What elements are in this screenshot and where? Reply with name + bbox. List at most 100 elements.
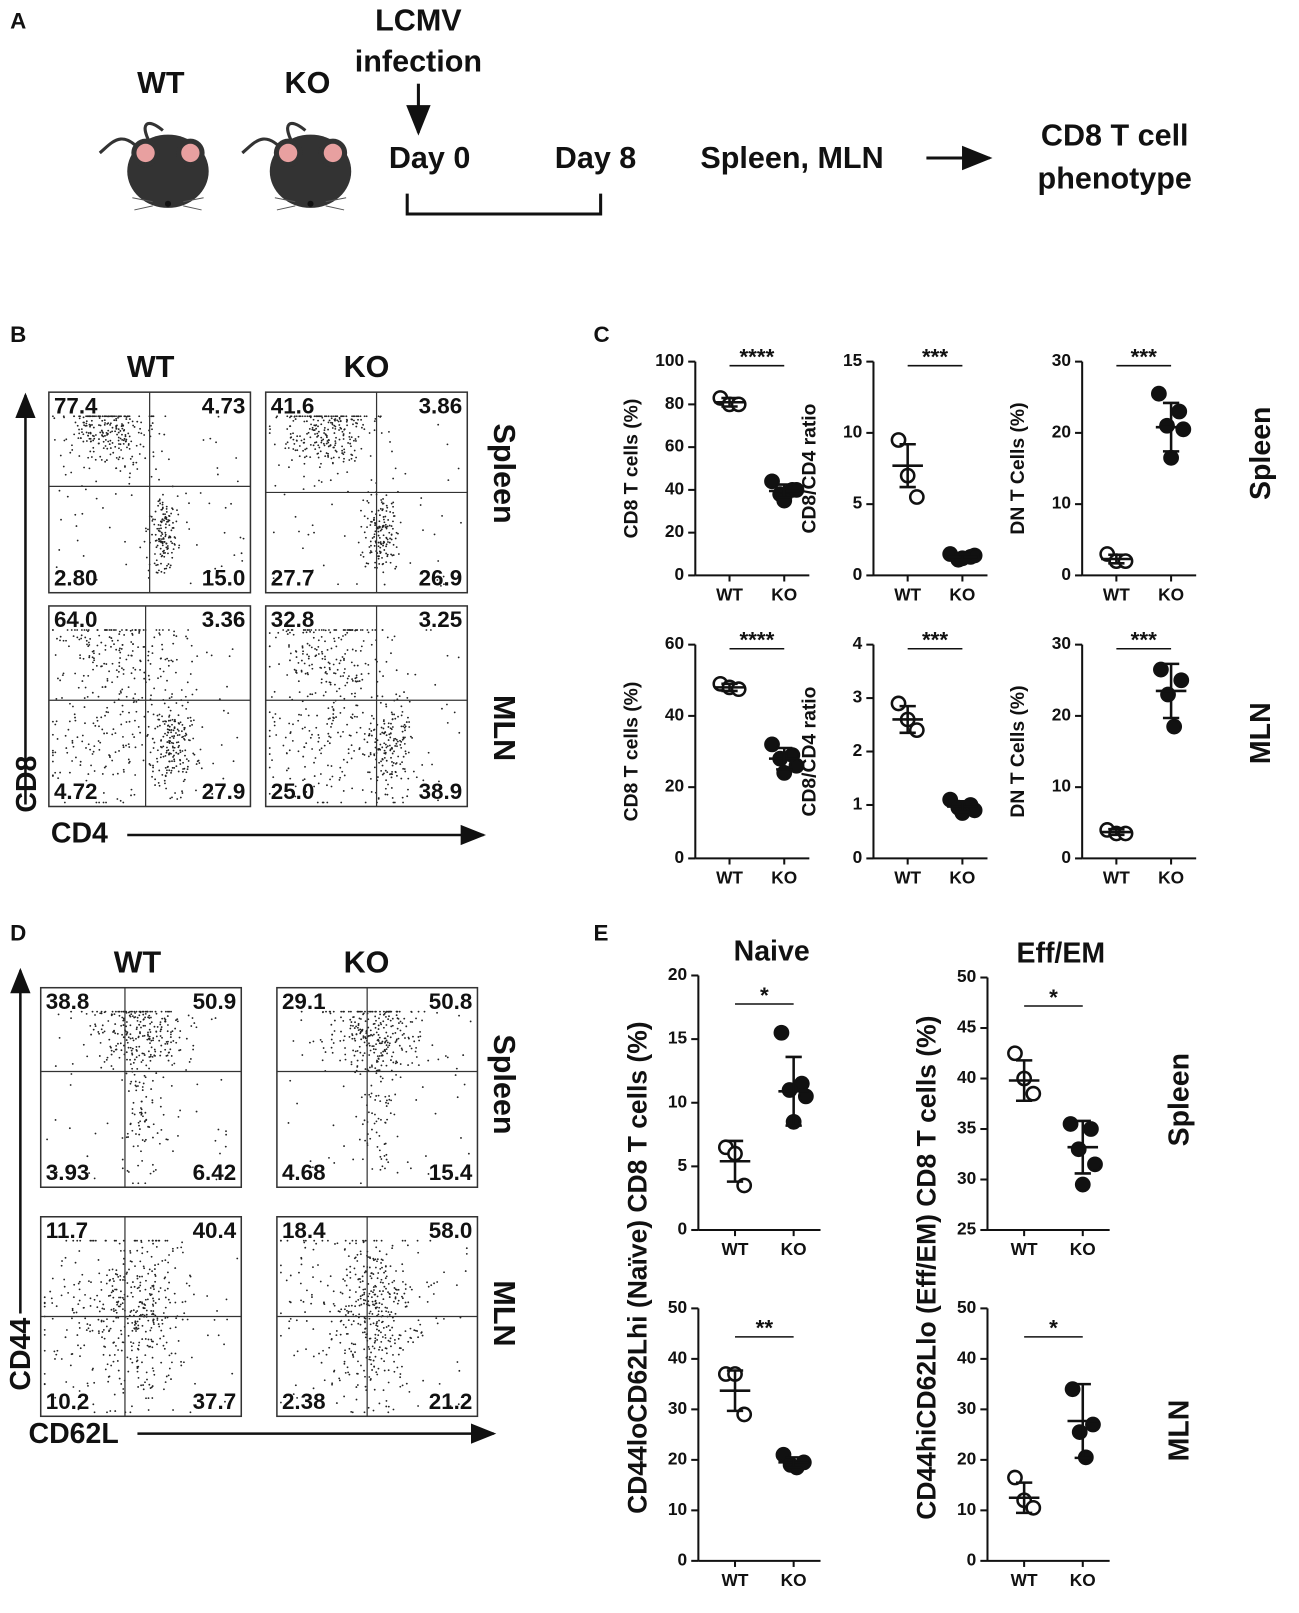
x-tick-label: KO — [781, 1239, 807, 1259]
event-dot — [384, 1306, 387, 1309]
event-dot — [374, 1113, 376, 1116]
event-dot — [122, 746, 125, 749]
quadrant-value: 58.0 — [429, 1218, 473, 1243]
event-dot — [110, 1065, 113, 1067]
event-dot — [186, 765, 189, 768]
event-dot — [384, 1277, 387, 1280]
event-dot — [102, 447, 105, 450]
event-dot — [118, 1242, 121, 1245]
event-dot — [135, 1133, 137, 1135]
event-dot — [162, 550, 164, 553]
x-tick-label: WT — [722, 1570, 749, 1590]
x-tick-label: KO — [771, 584, 797, 604]
event-dot — [74, 513, 77, 516]
event-dot — [86, 1055, 89, 1058]
event-dot — [336, 472, 339, 475]
event-dot — [167, 765, 169, 768]
event-dot — [51, 751, 54, 754]
event-dot — [190, 720, 192, 722]
event-dot — [137, 1182, 140, 1185]
event-dot — [179, 1109, 182, 1112]
event-dot — [63, 1278, 66, 1281]
event-dot — [187, 760, 190, 762]
event-dot — [192, 1048, 195, 1051]
event-dot — [465, 1247, 468, 1250]
event-dot — [168, 1354, 171, 1357]
event-dot — [361, 1275, 364, 1278]
event-dot — [105, 415, 108, 418]
event-dot — [64, 473, 67, 476]
event-dot — [354, 677, 357, 680]
event-dot — [380, 1278, 383, 1281]
event-dot — [330, 457, 333, 460]
y-tick-label: 35 — [957, 1118, 977, 1138]
event-dot — [121, 688, 124, 691]
event-dot — [177, 513, 180, 516]
event-dot — [118, 649, 121, 652]
event-dot — [268, 425, 271, 428]
event-dot — [214, 1139, 217, 1142]
event-dot — [83, 466, 85, 469]
event-dot — [384, 731, 387, 733]
event-dot — [170, 1084, 173, 1087]
significance-label: *** — [922, 344, 948, 369]
event-dot — [231, 648, 234, 651]
event-dot — [209, 437, 212, 440]
event-dot — [378, 747, 381, 750]
event-dot — [369, 753, 372, 756]
event-dot — [354, 1343, 357, 1346]
event-dot — [127, 758, 130, 761]
event-dot — [184, 1300, 187, 1303]
event-dot — [161, 508, 163, 511]
event-dot — [385, 1064, 388, 1067]
significance-label: ** — [756, 1316, 774, 1341]
event-dot — [353, 419, 355, 422]
event-dot — [374, 1299, 377, 1302]
event-dot — [143, 434, 146, 436]
quadrant-value: 64.0 — [54, 607, 98, 632]
event-dot — [372, 1409, 375, 1412]
event-dot — [395, 738, 398, 741]
event-dot — [360, 1018, 362, 1020]
event-dot — [383, 1369, 386, 1372]
event-dot — [342, 758, 345, 761]
event-dot — [90, 1033, 93, 1036]
y-tick-label: 0 — [853, 564, 863, 584]
event-dot — [104, 445, 107, 447]
event-dot — [129, 1122, 132, 1125]
event-dot — [98, 417, 101, 419]
event-dot — [380, 1340, 383, 1343]
event-dot — [72, 1239, 75, 1242]
event-dot — [388, 541, 391, 544]
event-dot — [75, 784, 77, 787]
event-dot — [119, 713, 122, 716]
event-dot — [309, 436, 312, 439]
event-dot — [141, 1089, 144, 1091]
event-dot — [385, 526, 388, 528]
event-dot — [172, 737, 175, 739]
event-dot — [355, 1300, 357, 1303]
event-dot — [143, 1074, 146, 1077]
event-dot — [163, 571, 166, 574]
event-dot — [353, 695, 356, 698]
event-dot — [435, 1317, 438, 1320]
event-dot — [378, 1306, 381, 1309]
event-dot — [358, 1138, 361, 1141]
event-dot — [382, 675, 384, 678]
event-dot — [295, 669, 298, 672]
event-dot — [283, 493, 286, 496]
event-dot — [108, 1354, 111, 1357]
event-dot — [340, 638, 343, 641]
event-dot — [147, 710, 149, 713]
event-dot — [342, 1278, 345, 1281]
event-dot — [344, 1349, 346, 1352]
event-dot — [79, 760, 82, 763]
event-dot — [135, 1360, 138, 1363]
event-dot — [92, 661, 94, 664]
event-dot — [119, 1042, 122, 1045]
event-dot — [188, 502, 190, 505]
event-dot — [300, 670, 303, 673]
event-dot — [374, 566, 376, 569]
event-dot — [139, 1281, 142, 1284]
event-dot — [157, 569, 160, 572]
